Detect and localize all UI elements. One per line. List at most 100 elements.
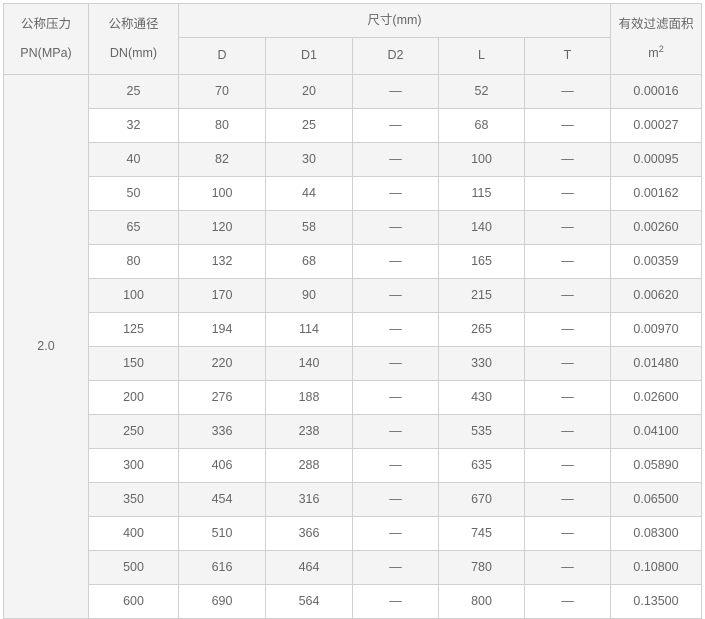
cell-l: 165 xyxy=(438,244,525,279)
cell-d1: 238 xyxy=(265,414,353,449)
cell-dn: 500 xyxy=(88,550,179,585)
cell-dn: 25 xyxy=(88,74,179,109)
cell-t: — xyxy=(524,74,611,109)
cell-d1: 20 xyxy=(265,74,353,109)
cell-d1: 464 xyxy=(265,550,353,585)
cell-d2: — xyxy=(352,346,439,381)
cell-d2: — xyxy=(352,482,439,517)
header-nominal-diameter-line1: 公称通径 xyxy=(108,16,159,31)
cell-dn: 300 xyxy=(88,448,179,483)
cell-area: 0.04100 xyxy=(610,414,702,449)
header-nominal-pressure: 公称压力 PN(MPa) xyxy=(3,3,89,75)
spec-table-container: 公称压力 PN(MPa) 公称通径 DN(mm) 尺寸(mm) 有效过滤面积 m… xyxy=(3,3,702,619)
table-row: 400 510 366—745—0.08300 xyxy=(4,516,702,551)
cell-t: — xyxy=(524,346,611,381)
cell-d: 454 xyxy=(178,482,266,517)
cell-l: 800 xyxy=(438,584,525,619)
cell-d2: — xyxy=(352,448,439,483)
cell-l: 535 xyxy=(438,414,525,449)
table-row: 350 454 316—670—0.06500 xyxy=(4,482,702,517)
cell-d: 336 xyxy=(178,414,266,449)
cell-l: 52 xyxy=(438,74,525,109)
table-row: 80 132 68—165—0.00359 xyxy=(4,244,702,279)
cell-area: 0.00620 xyxy=(610,278,702,313)
unit-base: m xyxy=(648,45,659,60)
header-nominal-pressure-line1: 公称压力 xyxy=(20,16,71,31)
cell-d1: 58 xyxy=(265,210,353,245)
cell-l: 140 xyxy=(438,210,525,245)
table-row: 600 690 564—800—0.13500 xyxy=(4,584,702,619)
cell-l: 115 xyxy=(438,176,525,211)
cell-d1: 114 xyxy=(265,312,353,347)
cell-area: 0.00162 xyxy=(610,176,702,211)
cell-d: 100 xyxy=(178,176,266,211)
header-col-t: T xyxy=(524,37,611,75)
cell-l: 100 xyxy=(438,142,525,177)
header-nominal-diameter: 公称通径 DN(mm) xyxy=(88,3,179,75)
cell-d: 406 xyxy=(178,448,266,483)
cell-d1: 140 xyxy=(265,346,353,381)
cell-d1: 316 xyxy=(265,482,353,517)
cell-l: 68 xyxy=(438,108,525,143)
cell-l: 330 xyxy=(438,346,525,381)
cell-dn: 400 xyxy=(88,516,179,551)
cell-t: — xyxy=(524,108,611,143)
cell-l: 780 xyxy=(438,550,525,585)
header-filter-area: 有效过滤面积 m2 xyxy=(610,3,702,75)
cell-d1: 25 xyxy=(265,108,353,143)
cell-area: 0.08300 xyxy=(610,516,702,551)
table-row: 32 80 25—68—0.00027 xyxy=(4,108,702,143)
cell-d1: 288 xyxy=(265,448,353,483)
header-row-1: 公称压力 PN(MPa) 公称通径 DN(mm) 尺寸(mm) 有效过滤面积 m… xyxy=(3,3,702,75)
cell-area: 0.00027 xyxy=(610,108,702,143)
cell-l: 670 xyxy=(438,482,525,517)
cell-dn: 100 xyxy=(88,278,179,313)
header-col-d1: D1 xyxy=(265,37,353,75)
cell-area: 0.02600 xyxy=(610,380,702,415)
unit-superscript: 2 xyxy=(658,43,664,54)
cell-t: — xyxy=(524,550,611,585)
cell-dn: 32 xyxy=(88,108,179,143)
cell-d1: 90 xyxy=(265,278,353,313)
cell-d2: — xyxy=(352,210,439,245)
cell-dn: 600 xyxy=(88,584,179,619)
cell-d1: 68 xyxy=(265,244,353,279)
cell-t: — xyxy=(524,278,611,313)
cell-d1: 30 xyxy=(265,142,353,177)
specification-table: 公称压力 PN(MPa) 公称通径 DN(mm) 尺寸(mm) 有效过滤面积 m… xyxy=(3,3,702,619)
cell-l: 265 xyxy=(438,312,525,347)
cell-d2: — xyxy=(352,244,439,279)
cell-d: 120 xyxy=(178,210,266,245)
cell-dn: 65 xyxy=(88,210,179,245)
cell-d2: — xyxy=(352,74,439,109)
cell-dn: 50 xyxy=(88,176,179,211)
cell-d1: 564 xyxy=(265,584,353,619)
cell-d: 616 xyxy=(178,550,266,585)
cell-d: 82 xyxy=(178,142,266,177)
header-row-2: D D1 D2 L T xyxy=(4,37,702,75)
cell-l: 635 xyxy=(438,448,525,483)
cell-d1: 366 xyxy=(265,516,353,551)
cell-l: 430 xyxy=(438,380,525,415)
table-row: 200 276 188—430—0.02600 xyxy=(4,380,702,415)
table-row: 2.0 25 70 20—52—0.00016 xyxy=(3,74,702,619)
cell-t: — xyxy=(524,482,611,517)
cell-d: 510 xyxy=(178,516,266,551)
cell-d2: — xyxy=(352,142,439,177)
cell-dn: 350 xyxy=(88,482,179,517)
cell-area: 0.00095 xyxy=(610,142,702,177)
cell-d2: — xyxy=(352,312,439,347)
cell-area: 0.13500 xyxy=(610,584,702,619)
cell-d2: — xyxy=(352,380,439,415)
header-col-d2: D2 xyxy=(352,37,439,75)
cell-nominal-pressure-value: 2.0 xyxy=(3,74,89,619)
cell-t: — xyxy=(524,176,611,211)
cell-t: — xyxy=(524,414,611,449)
cell-d: 220 xyxy=(178,346,266,381)
cell-d: 690 xyxy=(178,584,266,619)
cell-d1: 44 xyxy=(265,176,353,211)
cell-dn: 80 xyxy=(88,244,179,279)
header-nominal-pressure-line2: PN(MPa) xyxy=(20,45,72,60)
header-filter-area-unit: m2 xyxy=(611,43,701,62)
cell-d2: — xyxy=(352,584,439,619)
